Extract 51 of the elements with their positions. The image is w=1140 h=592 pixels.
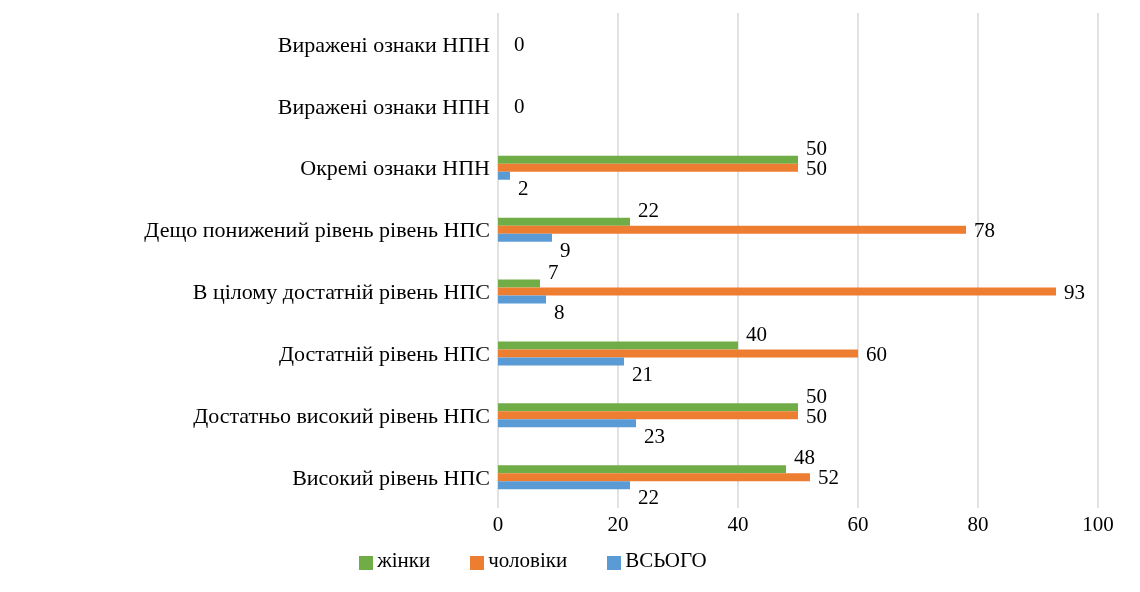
bar	[498, 411, 798, 420]
data-label: 48	[794, 445, 815, 470]
x-tick-label: 0	[492, 511, 504, 536]
y-tick-label: Дещо понижений рівень рівень НПС	[144, 217, 490, 243]
data-label: 2	[518, 176, 529, 201]
y-tick-label: Виражені ознаки НПН	[277, 31, 491, 57]
data-label: 0	[514, 32, 525, 57]
bar	[498, 217, 630, 226]
legend-label: ВСЬОГО	[625, 548, 707, 572]
bar	[498, 295, 546, 304]
bar	[498, 279, 540, 288]
data-label: 93	[1064, 279, 1085, 304]
bar	[498, 171, 510, 180]
bar	[498, 403, 798, 412]
bar	[498, 287, 1056, 296]
x-tick-label: 60	[847, 511, 869, 536]
data-label: 23	[644, 423, 665, 448]
bar	[498, 341, 738, 350]
bar	[498, 419, 636, 428]
y-tick-label: Окремі ознаки НПН	[300, 155, 491, 181]
y-tick-label: Високий рівень НПС	[292, 464, 490, 490]
bar	[498, 349, 858, 358]
bar	[498, 225, 966, 234]
bar	[498, 163, 798, 172]
data-label: 60	[866, 341, 887, 366]
y-tick-label: Достатньо високий рівень НПС	[193, 403, 490, 428]
data-label: 8	[554, 299, 565, 324]
bar	[498, 233, 552, 242]
data-label: 52	[818, 465, 839, 490]
bar	[498, 473, 810, 482]
data-label: 22	[638, 485, 659, 510]
data-label: 9	[560, 237, 571, 262]
bar	[498, 357, 624, 366]
data-label: 78	[974, 217, 995, 242]
data-label: 7	[548, 259, 559, 284]
data-label: 0	[514, 94, 525, 119]
data-label: 22	[638, 197, 659, 222]
x-tick-label: 100	[1082, 511, 1114, 536]
x-tick-label: 80	[967, 511, 989, 536]
y-tick-label: В цілому достатній рівень НПС	[192, 279, 490, 305]
bar	[498, 155, 798, 164]
data-label: 21	[632, 361, 653, 386]
legend-label: чоловіки	[488, 548, 568, 572]
bar	[498, 465, 786, 474]
x-tick-label: 40	[727, 511, 749, 536]
data-label: 40	[746, 321, 767, 346]
x-tick-label: 20	[607, 511, 629, 536]
y-tick-label: Виражені ознаки НПН	[277, 93, 491, 119]
legend-label: жінки	[377, 548, 431, 572]
y-tick-label: Достатній рівень НПС	[278, 341, 490, 367]
bar	[498, 481, 630, 490]
